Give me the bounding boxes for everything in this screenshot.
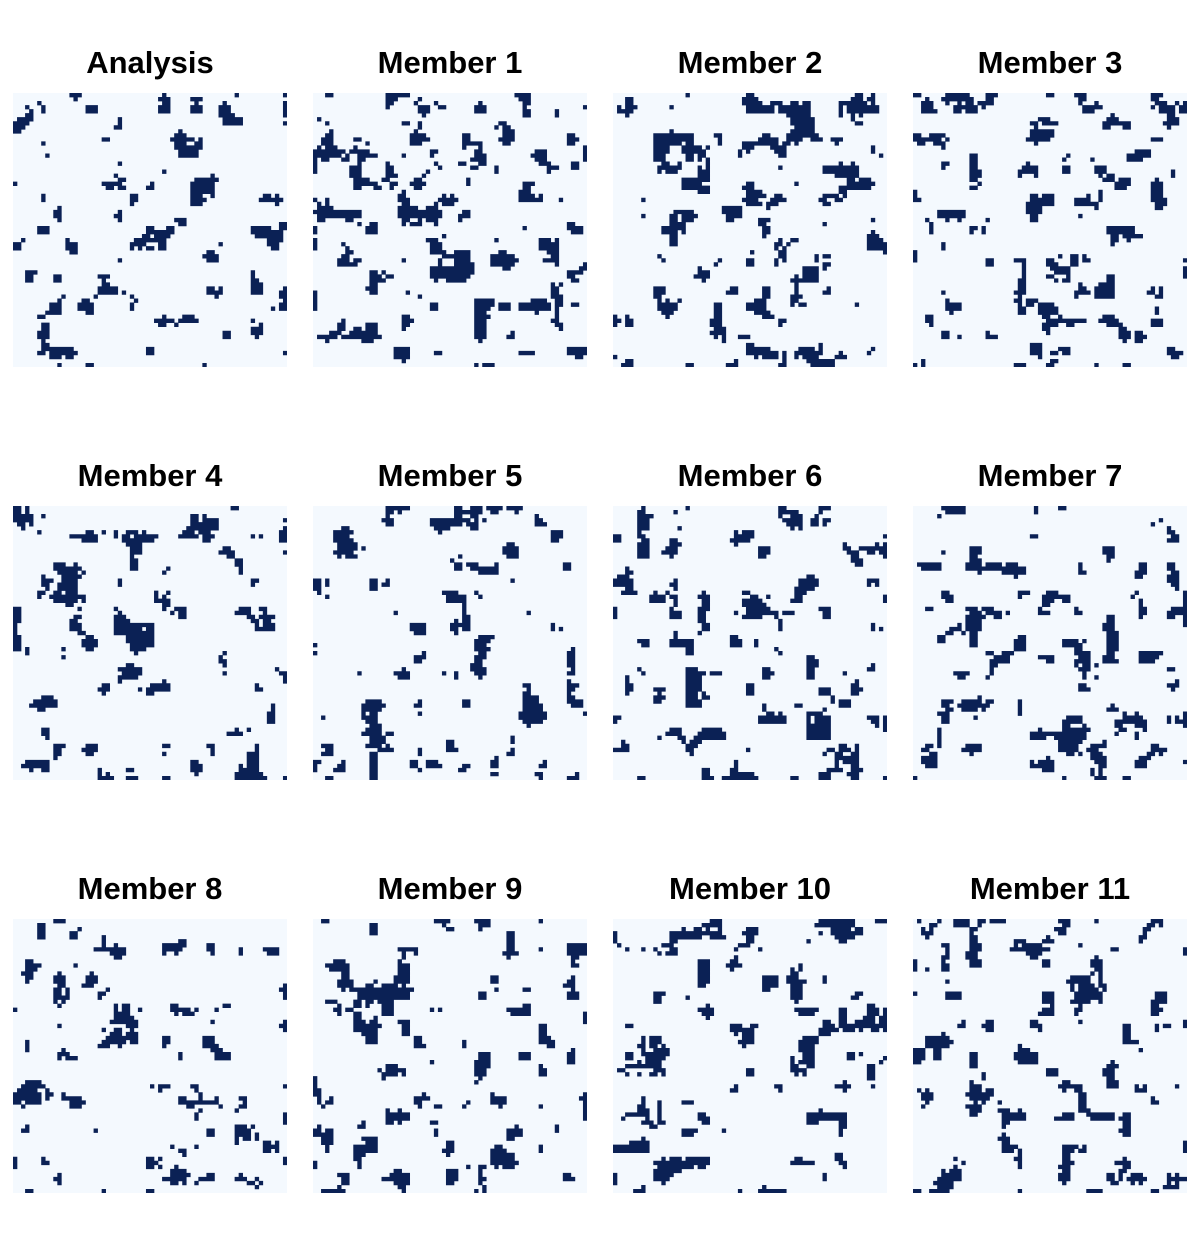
field-background	[613, 506, 887, 780]
panel-title: Member 11	[969, 871, 1131, 906]
field-blobs	[13, 93, 287, 367]
binary-field-map	[613, 919, 887, 1193]
field-blobs	[313, 93, 587, 367]
panel-title: Member 7	[977, 458, 1123, 493]
panel-title: Analysis	[86, 45, 214, 80]
panel-title: Member 2	[677, 45, 823, 80]
panel-title: Member 6	[677, 458, 823, 493]
binary-field-map	[913, 506, 1187, 780]
panel-title: Member 10	[669, 871, 831, 906]
panel-title: Member 4	[77, 458, 223, 493]
binary-field-map	[613, 506, 887, 780]
panel-title: Member 3	[977, 45, 1123, 80]
binary-field-map	[913, 93, 1187, 367]
field-blobs	[613, 93, 887, 367]
field-blobs	[13, 919, 287, 1193]
binary-field-map	[313, 93, 587, 367]
field-blobs	[313, 506, 587, 780]
field-background	[13, 919, 287, 1193]
panel-title: Member 8	[77, 871, 223, 906]
field-blobs	[913, 93, 1187, 367]
field-background	[313, 506, 587, 780]
field-blobs	[613, 919, 887, 1193]
field-blobs	[313, 919, 587, 1193]
binary-field-map	[13, 93, 287, 367]
field-background	[913, 506, 1187, 780]
binary-field-map	[613, 93, 887, 367]
binary-field-map	[313, 919, 587, 1193]
panel-title: Member 9	[377, 871, 523, 906]
binary-field-map	[13, 919, 287, 1193]
panel-title: Member 5	[377, 458, 523, 493]
field-background	[313, 93, 587, 367]
field-blobs	[913, 506, 1187, 780]
binary-field-map	[313, 506, 587, 780]
panel-title: Member 1	[377, 45, 523, 80]
binary-field-map	[13, 506, 287, 780]
field-blobs	[613, 506, 887, 780]
field-blobs	[13, 506, 287, 780]
binary-field-map	[913, 919, 1187, 1193]
